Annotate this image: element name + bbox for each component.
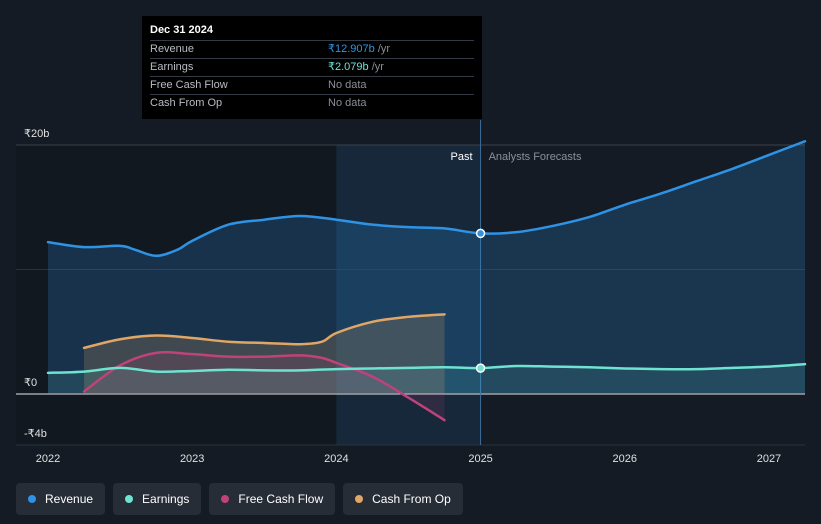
legend-label: Revenue bbox=[45, 492, 94, 506]
tooltip-row-earnings: Earnings ₹2.079b /yr bbox=[150, 58, 474, 76]
chart-area: ₹20b ₹0 -₹4b 2022 2023 2024 2025 2026 2027 Past An… bbox=[16, 120, 807, 465]
tooltip-row-free-cash-flow: Free Cash Flow No data bbox=[150, 76, 474, 94]
y-tick-label: ₹20b bbox=[24, 128, 49, 140]
tooltip-label: Free Cash Flow bbox=[150, 79, 228, 91]
cash-from-op-line bbox=[82, 313, 446, 350]
tooltip-label: Earnings bbox=[150, 61, 194, 73]
forecast-label: Analysts Forecasts bbox=[489, 151, 582, 163]
legend-item-cash-from-op[interactable]: Cash From Op bbox=[343, 483, 463, 515]
past-label: Past bbox=[451, 151, 473, 163]
legend-item-free-cash-flow[interactable]: Free Cash Flow bbox=[209, 483, 336, 515]
legend-label: Cash From Op bbox=[372, 492, 451, 506]
legend-label: Free Cash Flow bbox=[238, 492, 324, 506]
tooltip-value: No data bbox=[328, 79, 367, 91]
tooltip-date: Dec 31 2024 bbox=[150, 24, 213, 36]
tooltip-row-cash-from-op: Cash From Op No data bbox=[150, 94, 474, 112]
x-tick-label: 2026 bbox=[613, 453, 637, 465]
tooltip-row-revenue: Revenue ₹12.907b /yr bbox=[150, 40, 474, 58]
earnings-marker bbox=[475, 363, 486, 373]
tooltip-label: Cash From Op bbox=[150, 97, 223, 109]
earnings-area bbox=[48, 364, 805, 394]
highlight-band bbox=[336, 145, 481, 445]
chart-legend: Revenue Earnings Free Cash Flow Cash Fro… bbox=[16, 483, 463, 515]
x-tick-label: 2027 bbox=[757, 453, 781, 465]
earnings-line bbox=[46, 362, 807, 375]
legend-dot-icon bbox=[221, 495, 230, 503]
cash-from-op-area bbox=[84, 314, 445, 394]
x-tick-label: 2025 bbox=[468, 453, 492, 465]
x-tick-label: 2024 bbox=[324, 453, 348, 465]
data-tooltip: Dec 31 2024 Revenue ₹12.907b /yr Earning… bbox=[142, 16, 482, 119]
tooltip-label: Revenue bbox=[150, 43, 195, 55]
legend-dot-icon bbox=[125, 495, 134, 503]
tooltip-value: ₹2.079b bbox=[328, 61, 369, 73]
tooltip-unit: /yr bbox=[368, 61, 384, 73]
revenue-area bbox=[48, 141, 805, 394]
legend-dot-icon bbox=[355, 495, 364, 503]
y-tick-label: -₹4b bbox=[24, 428, 47, 440]
legend-label: Earnings bbox=[142, 492, 190, 506]
legend-item-revenue[interactable]: Revenue bbox=[16, 483, 106, 515]
free-cash-flow-line bbox=[82, 350, 446, 422]
x-tick-label: 2022 bbox=[36, 453, 60, 465]
x-tick-label: 2023 bbox=[180, 453, 204, 465]
revenue-line bbox=[46, 140, 807, 258]
tooltip-value: No data bbox=[328, 97, 367, 109]
tooltip-unit: /yr bbox=[374, 43, 391, 55]
revenue-marker bbox=[475, 228, 486, 239]
y-tick-label: ₹0 bbox=[24, 377, 37, 389]
tooltip-value: ₹12.907b bbox=[328, 43, 375, 55]
legend-item-earnings[interactable]: Earnings bbox=[113, 483, 202, 515]
legend-dot-icon bbox=[28, 495, 36, 503]
